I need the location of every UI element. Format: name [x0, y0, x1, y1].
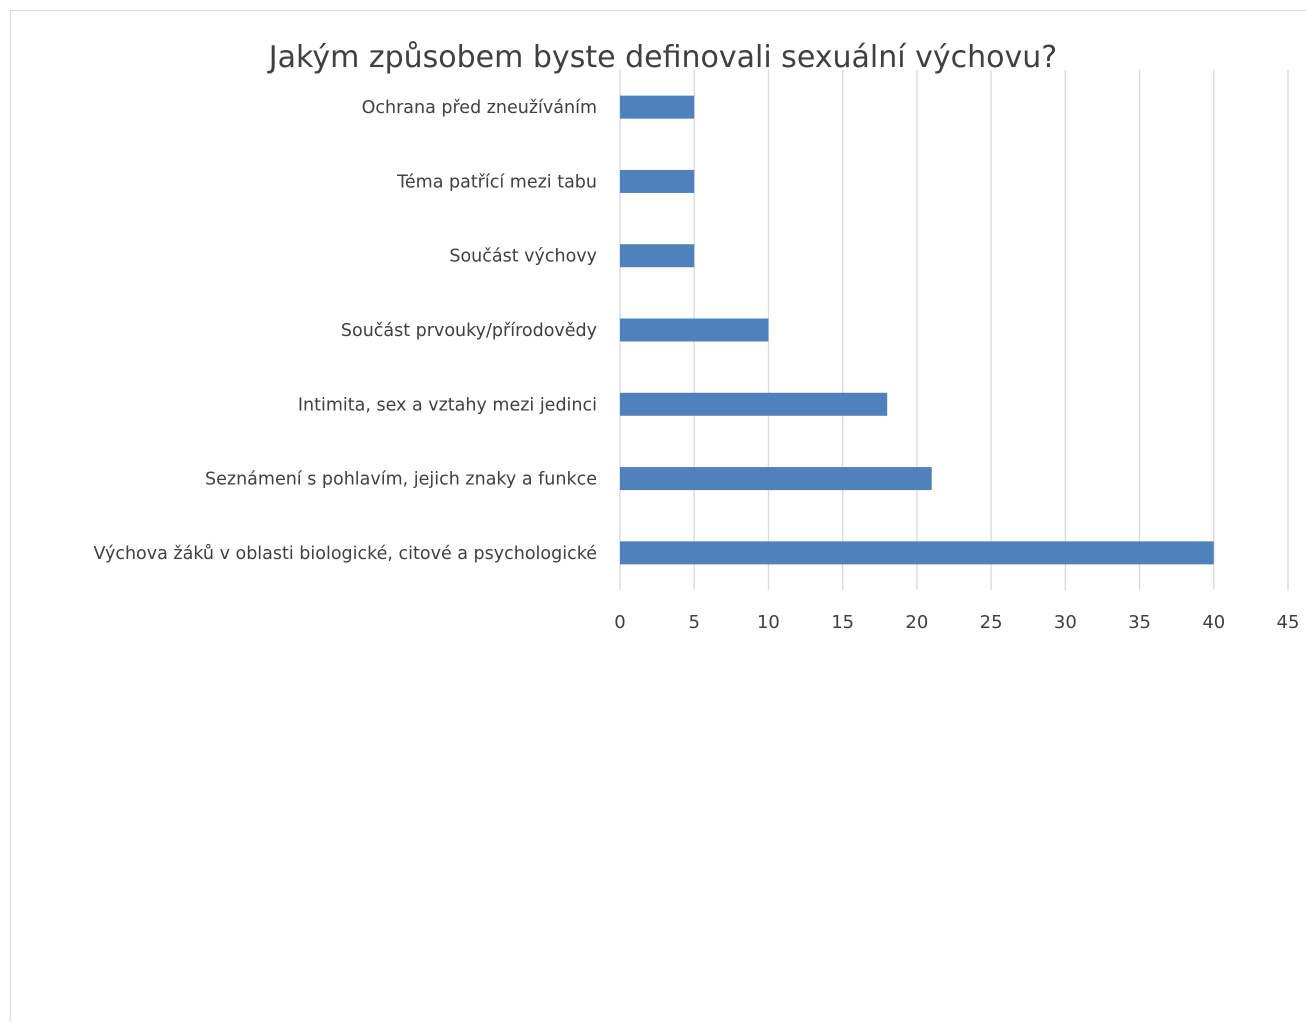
chart-title: Jakým způsobem byste definovali sexuální… [267, 40, 1057, 75]
x-tick-label: 30 [1054, 612, 1077, 633]
bar [620, 392, 888, 416]
bars [620, 95, 1214, 565]
x-tick-label: 40 [1202, 612, 1225, 633]
bar [620, 541, 1214, 565]
bar [620, 467, 932, 491]
category-label: Součást výchovy [449, 247, 597, 267]
category-label: Seznámení s pohlavím, jejich znaky a fun… [205, 470, 597, 490]
bar [620, 318, 769, 342]
bar [620, 244, 695, 268]
category-label: Součást prvouky/přírodovědy [341, 321, 597, 341]
category-label: Ochrana před zneužíváním [362, 98, 597, 118]
category-label: Téma patřící mezi tabu [396, 172, 597, 192]
x-tick-label: 45 [1277, 612, 1300, 633]
category-labels: Výchova žáků v oblasti biologické, citov… [93, 98, 597, 564]
x-tick-label: 0 [614, 612, 625, 633]
x-tick-label: 5 [688, 612, 699, 633]
x-tick-label: 25 [980, 612, 1003, 633]
x-tick-label: 20 [905, 612, 928, 633]
category-label: Výchova žáků v oblasti biologické, citov… [93, 544, 597, 564]
x-tick-label: 15 [831, 612, 854, 633]
x-tick-label: 10 [757, 612, 780, 633]
bar [620, 169, 695, 193]
bar [620, 95, 695, 119]
x-tick-label: 35 [1128, 612, 1151, 633]
chart-area [10, 10, 1306, 1022]
gridlines [693, 70, 1289, 590]
value-axis-ticks: 0 5 10 15 20 25 30 35 40 45 [614, 612, 1299, 633]
category-label: Intimita, sex a vztahy mezi jedinci [298, 395, 597, 415]
